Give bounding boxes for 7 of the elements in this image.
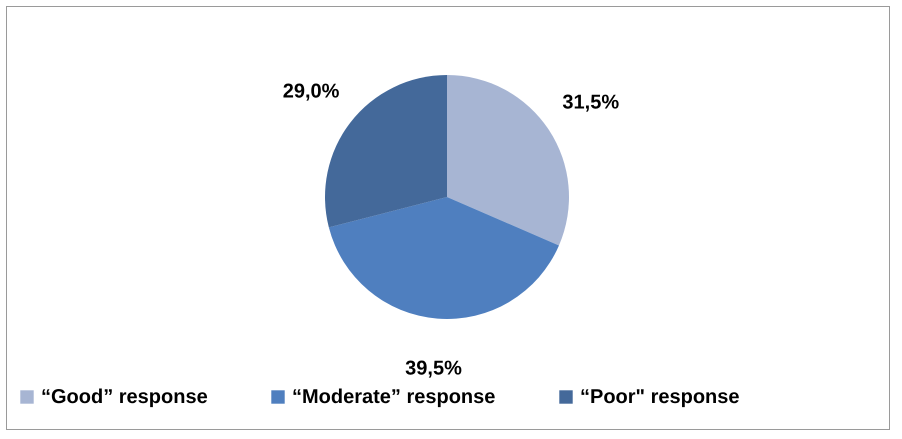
legend-label: “Good” response	[41, 386, 208, 408]
data-label: 31,5%	[562, 92, 620, 114]
legend-label: “Poor" response	[580, 386, 740, 408]
pie-slice	[328, 197, 559, 319]
data-label: 39,5%	[405, 357, 462, 380]
legend-label: “Moderate” response	[292, 386, 496, 408]
data-label: 29,0%	[282, 80, 340, 103]
